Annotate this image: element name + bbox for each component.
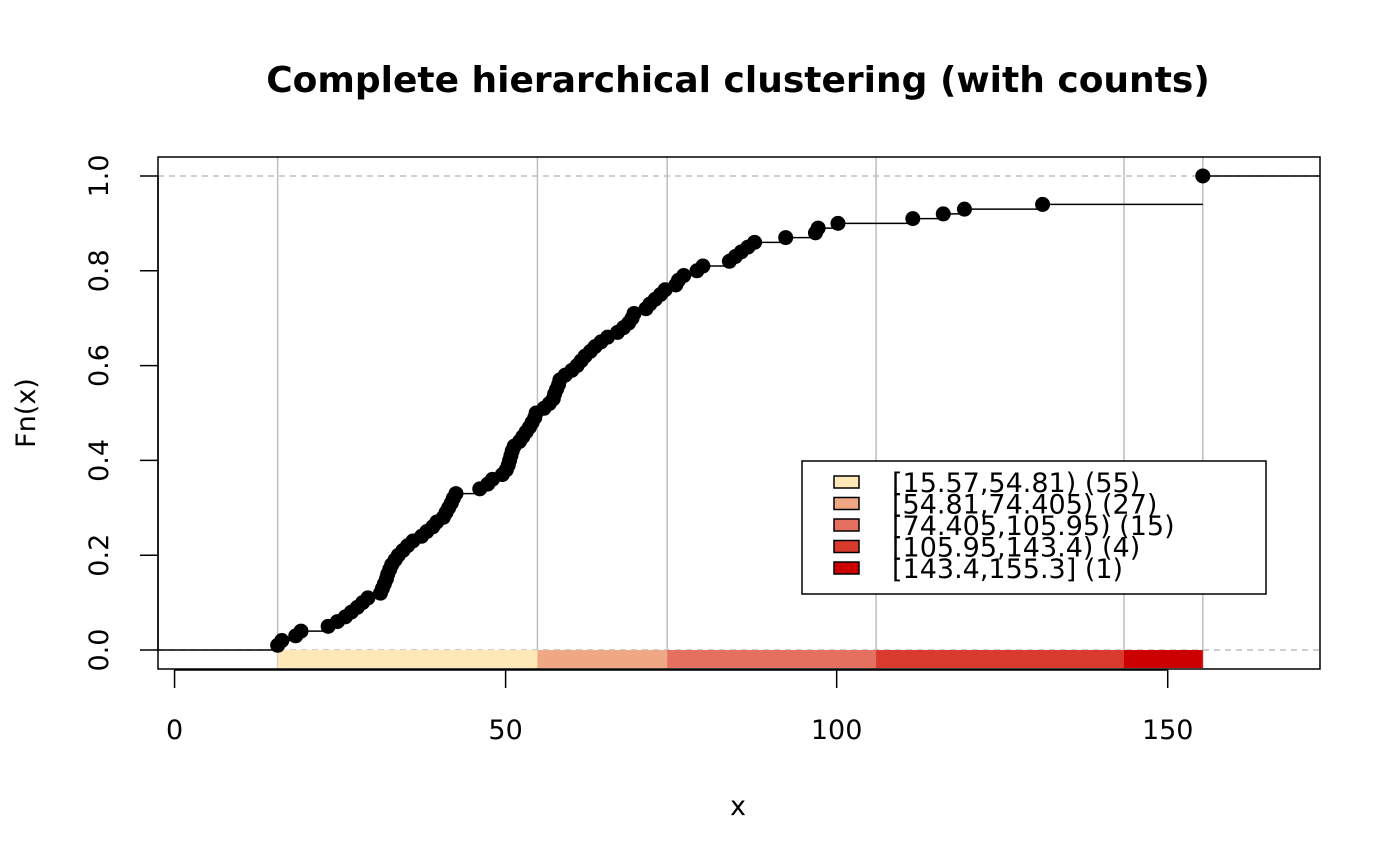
interval-band — [277, 650, 538, 668]
y-tick-label: 0.6 — [84, 344, 115, 387]
data-point — [626, 305, 642, 321]
legend-label: [74.405,105.95) (15) — [892, 511, 1175, 542]
legend-label: [15.57,54.81) (55) — [892, 468, 1140, 499]
chart-title: Complete hierarchical clustering (with c… — [266, 60, 1210, 101]
interval-bands — [277, 650, 1203, 668]
data-point — [676, 268, 692, 284]
x-tick-label: 0 — [166, 715, 183, 746]
y-tick-label: 0.8 — [84, 249, 115, 292]
data-point — [956, 201, 972, 217]
y-tick-label: 0.4 — [84, 439, 115, 482]
data-point — [747, 234, 763, 250]
data-point — [778, 230, 794, 246]
legend-swatch — [833, 518, 860, 532]
data-point — [810, 220, 826, 236]
y-axis-label: Fn(x) — [11, 378, 42, 448]
legend-swatch — [833, 539, 860, 554]
data-point — [360, 590, 376, 606]
y-tick-label: 0.2 — [84, 534, 115, 577]
legend-label: [105.95,143.4) (4) — [892, 533, 1140, 564]
legend-box — [801, 460, 1267, 595]
data-point — [905, 211, 921, 227]
legend-swatch — [833, 561, 860, 575]
y-tick-label: 0.0 — [84, 629, 115, 672]
data-point — [695, 258, 711, 274]
x-tick-label: 50 — [488, 715, 522, 746]
data-points — [270, 168, 1211, 653]
interval-band — [667, 650, 877, 668]
x-tick-label: 150 — [1142, 715, 1194, 746]
x-tick-label: 100 — [811, 715, 863, 746]
legend-swatch — [833, 496, 860, 511]
interval-band — [537, 650, 668, 668]
data-point — [1035, 196, 1051, 212]
interval-band — [1124, 650, 1203, 668]
data-point — [830, 215, 846, 231]
legend-label: [54.81,74.405) (27) — [892, 490, 1157, 521]
legend-label: [143.4,155.3] (1) — [892, 554, 1123, 585]
y-tick-label: 1.0 — [84, 154, 115, 197]
interval-band — [876, 650, 1125, 668]
data-point — [935, 206, 951, 222]
data-point — [1195, 168, 1211, 184]
legend: [15.57,54.81) (55)[54.81,74.405) (27)[74… — [801, 460, 1267, 595]
legend-swatch — [833, 475, 860, 489]
data-point — [293, 623, 309, 639]
x-axis-label: x — [730, 791, 746, 822]
data-point — [448, 486, 464, 502]
data-point — [274, 633, 290, 649]
axes: 0 50 100 150 0.0 0.2 0.4 0.6 0.8 1.0 — [84, 154, 1321, 746]
